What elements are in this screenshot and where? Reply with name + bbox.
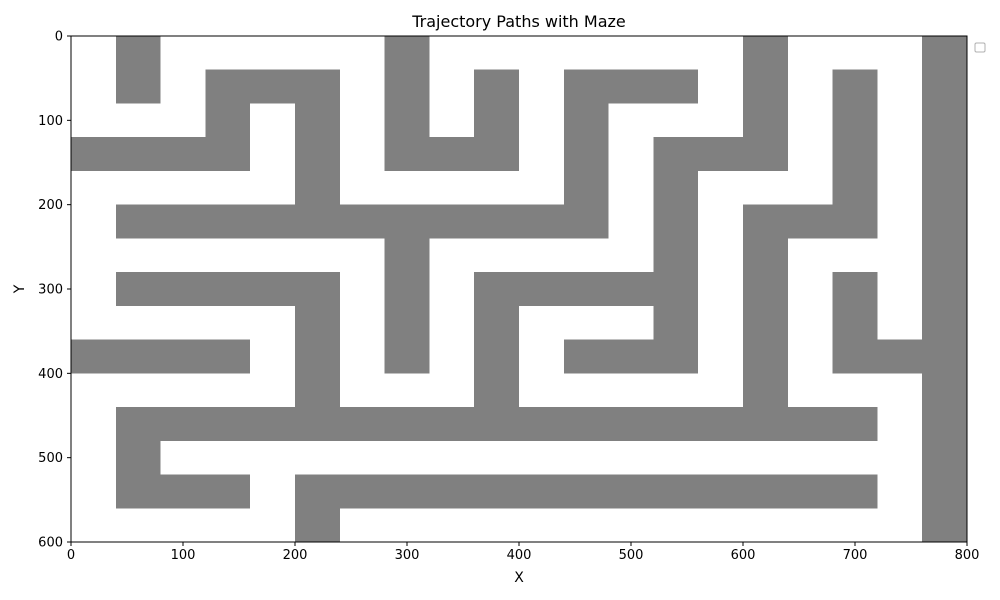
x-tick-label: 200: [283, 548, 308, 563]
y-tick-label: 300: [38, 283, 63, 298]
x-axis-title: X: [514, 570, 524, 586]
y-axis-title: Y: [12, 284, 28, 294]
x-tick-label: 300: [395, 548, 420, 563]
y-tick-label: 100: [38, 114, 63, 129]
maze-wall-29: [115, 474, 251, 509]
y-tick-label: 0: [55, 30, 63, 45]
maze-wall-27: [115, 407, 878, 441]
maze-wall-17: [743, 204, 788, 441]
x-tick-label: 700: [843, 548, 868, 563]
x-tick-label: 500: [619, 548, 644, 563]
x-tick-label: 800: [955, 548, 980, 563]
y-axis-ticks: 0 100 200 300 400 500 600: [38, 30, 71, 551]
x-tick-label: 100: [171, 548, 196, 563]
x-tick-label: 600: [731, 548, 756, 563]
y-tick-label: 600: [38, 536, 63, 551]
x-tick-label: 0: [67, 548, 75, 563]
maze-wall-26: [922, 36, 967, 542]
maze-wall-30: [295, 474, 878, 509]
maze-wall-14: [653, 137, 699, 374]
chart-title: Trajectory Paths with Maze: [411, 12, 626, 31]
legend-box: [974, 42, 986, 53]
maze-wall-20: [71, 339, 251, 374]
maze-wall-31: [295, 474, 340, 542]
maze-wall-8: [474, 69, 519, 171]
maze-walls: [71, 36, 967, 542]
y-tick-label: 400: [38, 367, 63, 382]
maze-wall-3: [71, 137, 251, 171]
y-tick-label: 200: [38, 198, 63, 213]
y-tick-label: 500: [38, 451, 63, 466]
x-tick-label: 400: [507, 548, 532, 563]
x-axis-ticks: 0 100 200 300 400 500 600 700 800: [67, 542, 980, 563]
maze-wall-5: [115, 204, 609, 239]
maze-wall-23: [563, 339, 699, 374]
maze-wall-25: [832, 339, 923, 374]
maze-wall-11: [384, 204, 430, 374]
maze-wall-13: [743, 36, 788, 171]
maze-wall-10: [563, 69, 699, 104]
maze-wall-0: [115, 36, 161, 104]
